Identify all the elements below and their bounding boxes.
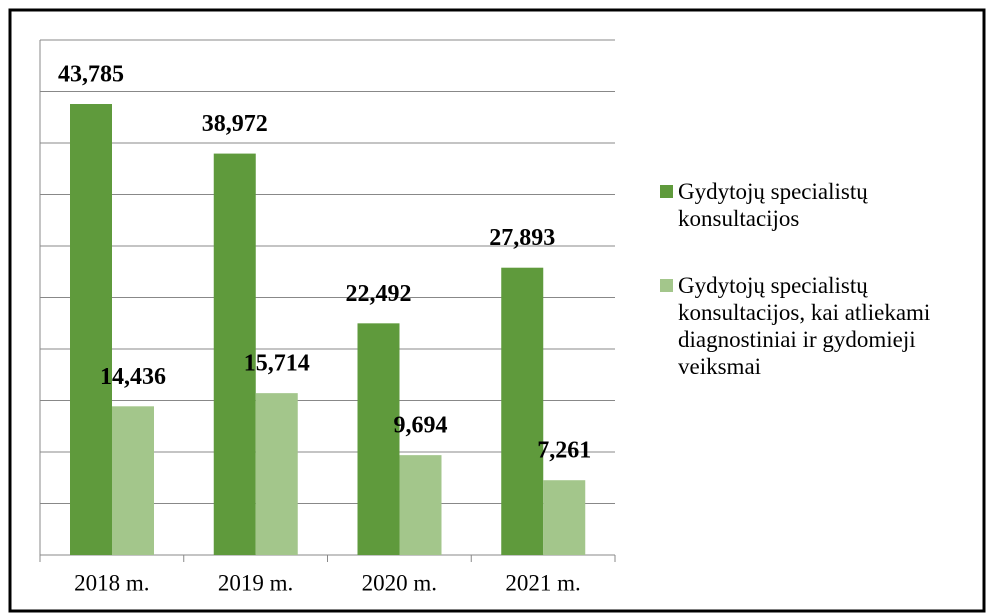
data-label: 15,714 — [244, 351, 310, 377]
bar — [70, 104, 112, 556]
data-label: 43,785 — [58, 62, 124, 88]
bar — [543, 480, 586, 555]
bar — [501, 267, 544, 555]
x-tick-label: 2019 m. — [218, 570, 293, 595]
data-label: 14,436 — [100, 364, 166, 390]
data-label: 9,694 — [394, 413, 448, 439]
x-tick-label: 2021 m. — [505, 570, 580, 595]
x-tick-label: 2020 m. — [362, 570, 437, 595]
legend-swatch — [660, 279, 673, 292]
data-label: 38,972 — [202, 111, 268, 137]
data-label: 7,261 — [537, 438, 591, 464]
legend: Gydytojų specialistų konsultacijos Gydyto… — [660, 178, 980, 420]
legend-label: Gydytojų specialistų konsultacijos, kai … — [678, 273, 931, 379]
bar — [255, 393, 298, 555]
legend-label: Gydytojų specialistų konsultacijos — [678, 179, 868, 231]
legend-item: Gydytojų specialistų konsultacijos — [660, 178, 980, 232]
frame — [8, 8, 986, 613]
legend-item: Gydytojų specialistų konsultacijos, kai … — [660, 272, 980, 380]
data-label: 27,893 — [489, 225, 555, 251]
x-tick-label: 2018 m. — [74, 570, 149, 595]
bar — [112, 406, 154, 555]
data-label: 22,492 — [346, 281, 412, 307]
bar — [213, 153, 256, 556]
bar — [357, 323, 400, 555]
bar — [399, 455, 442, 555]
legend-swatch — [660, 185, 673, 198]
